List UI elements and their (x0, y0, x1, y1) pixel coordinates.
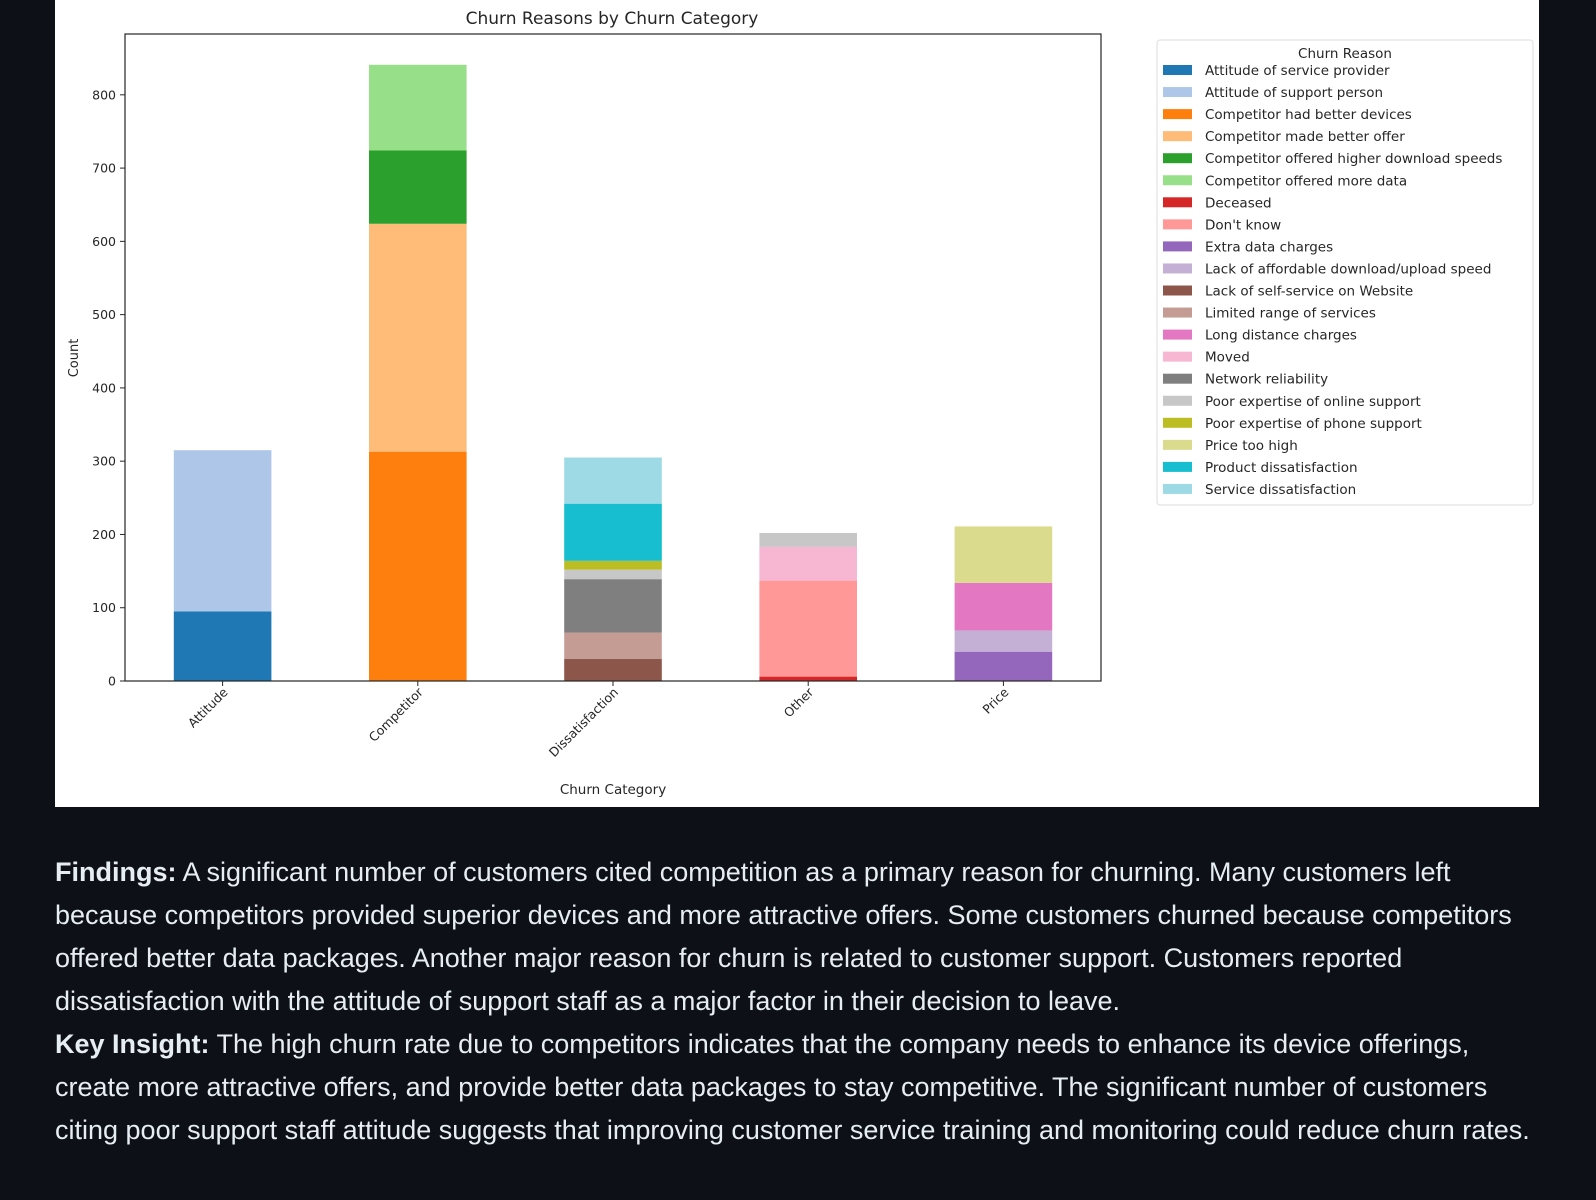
legend-label: Limited range of services (1205, 306, 1376, 322)
bar-segment (564, 457, 662, 504)
bar-segment (369, 150, 467, 224)
insight-paragraph: Key Insight: The high churn rate due to … (55, 1023, 1545, 1152)
x-tick-label: Other (781, 684, 817, 720)
y-tick-label: 600 (92, 234, 116, 249)
bar-segment (564, 632, 662, 660)
legend-swatch (1163, 153, 1192, 164)
y-tick-label: 400 (92, 380, 116, 395)
legend-label: Service dissatisfaction (1205, 482, 1356, 498)
insight-label: Key Insight: (55, 1029, 210, 1059)
bar-segment (369, 451, 467, 681)
y-tick-label: 700 (92, 161, 116, 176)
legend-label: Attitude of support person (1205, 85, 1383, 101)
legend-label: Long distance charges (1205, 328, 1357, 344)
bar-segment (564, 560, 662, 570)
legend-label: Network reliability (1205, 372, 1328, 388)
legend-label: Competitor offered more data (1205, 173, 1407, 189)
legend-label: Poor expertise of online support (1205, 394, 1421, 410)
y-tick-label: 500 (92, 307, 116, 322)
legend-label: Competitor made better offer (1205, 129, 1405, 145)
legend-label: Moved (1205, 350, 1250, 366)
legend-swatch (1163, 417, 1192, 428)
legend-label: Product dissatisfaction (1205, 460, 1358, 476)
y-tick-label: 200 (92, 527, 116, 542)
legend-swatch (1163, 483, 1192, 494)
legend-swatch (1163, 373, 1192, 384)
bar-segment (954, 526, 1053, 583)
legend-label: Lack of self-service on Website (1205, 284, 1413, 300)
legend-label: Extra data charges (1205, 239, 1333, 255)
x-tick-label: Competitor (366, 684, 427, 745)
legend-label: Competitor had better devices (1205, 107, 1412, 123)
bar-segment (759, 580, 857, 677)
legend-label: Price too high (1205, 438, 1298, 454)
findings-paragraph: Findings: A significant number of custom… (55, 851, 1545, 1023)
chart-title: Churn Reasons by Churn Category (466, 9, 759, 29)
bar-segment (954, 630, 1053, 652)
bar-segment (759, 546, 857, 581)
x-axis: Attitude Competitor Dissatisfaction Other Pr… (185, 681, 1012, 760)
legend-swatch (1163, 461, 1192, 472)
legend-swatch (1163, 439, 1192, 450)
legend-swatch (1163, 307, 1192, 318)
findings-text: A significant number of customers cited … (55, 857, 1512, 1016)
legend-swatch (1163, 263, 1192, 274)
stacked-bar-chart: Churn Reasons by Churn Category 0 100 200 3… (67, 9, 1534, 798)
plot-area (124, 33, 1102, 682)
bar-segment (369, 64, 467, 151)
bar-segment (759, 676, 857, 681)
y-tick-label: 300 (92, 454, 116, 469)
x-axis-label: Churn Category (560, 782, 666, 798)
bar-segment (564, 503, 662, 561)
bar-segment (369, 223, 467, 452)
findings-label: Findings: (55, 857, 177, 887)
legend-swatch (1163, 395, 1192, 406)
bar-segment (173, 450, 272, 612)
legend-swatch (1163, 241, 1192, 252)
bar-segment (954, 651, 1053, 681)
y-axis-label: Count (67, 339, 82, 378)
bar-segment (173, 611, 272, 681)
y-tick-label: 800 (92, 87, 116, 102)
x-tick-label: Attitude (185, 684, 231, 730)
legend-swatch (1163, 175, 1192, 186)
bar-segment (759, 532, 857, 547)
bar-segment (564, 659, 662, 681)
insight-text: The high churn rate due to competitors i… (55, 1029, 1530, 1145)
legend-title: Churn Reason (1298, 46, 1392, 62)
legend-swatch (1163, 351, 1192, 362)
y-tick-label: 100 (92, 600, 116, 615)
bar-segment (564, 569, 662, 580)
x-tick-label: Dissatisfaction (546, 685, 621, 760)
legend-swatch (1163, 109, 1192, 120)
legend-label: Poor expertise of phone support (1205, 416, 1422, 432)
legend-swatch (1163, 87, 1192, 98)
legend-label: Don't know (1205, 217, 1281, 233)
legend-label: Deceased (1205, 195, 1272, 211)
legend-swatch (1163, 65, 1192, 75)
legend-swatch (1163, 219, 1192, 230)
legend-swatch (1163, 131, 1192, 142)
legend-swatch (1163, 285, 1192, 296)
legend-label: Competitor offered higher download speed… (1205, 151, 1502, 167)
legend-swatch (1163, 329, 1192, 340)
legend-swatch (1163, 197, 1192, 208)
bar-segment (954, 582, 1053, 631)
legend-label: Attitude of service provider (1205, 63, 1390, 79)
analysis-text: Findings: A significant number of custom… (55, 851, 1545, 1152)
x-tick-label: Price (979, 684, 1011, 716)
chart-figure: Churn Reasons by Churn Category 0 100 200 3… (55, 0, 1539, 807)
bar-segment (564, 579, 662, 633)
legend-label: Lack of affordable download/upload speed (1205, 261, 1491, 277)
y-tick-label: 0 (108, 674, 116, 689)
legend-box (1156, 39, 1534, 506)
y-axis: 0 100 200 300 400 500 600 700 800 (92, 87, 125, 689)
